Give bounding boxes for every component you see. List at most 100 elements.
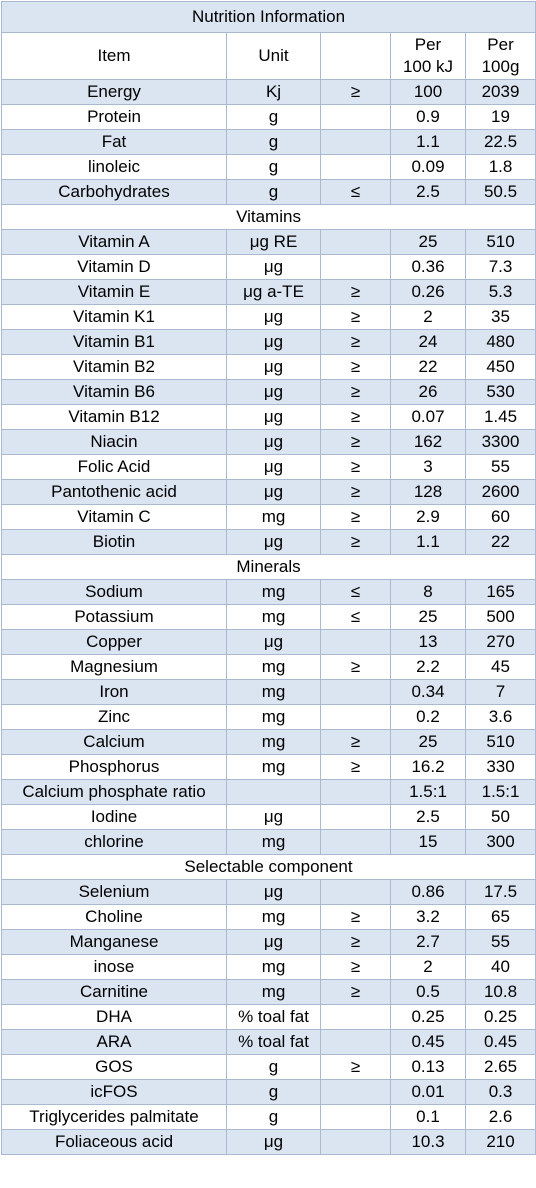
cell-per-100g: 1.8 bbox=[464, 154, 536, 180]
cell-per-100g: 0.3 bbox=[464, 1079, 536, 1105]
cell-per-100kj: 0.01 bbox=[390, 1079, 466, 1105]
cell-operator bbox=[320, 779, 391, 805]
cell-per-100kj: 2.9 bbox=[390, 504, 466, 530]
cell-per-100g: 50 bbox=[464, 804, 536, 830]
cell-unit: μg bbox=[226, 1129, 321, 1155]
cell-item: Zinc bbox=[1, 704, 227, 730]
table-row: Carbohydrates g ≤2.5 50.5 bbox=[1, 179, 536, 205]
table-row: Triglycerides palmitate g 0.1 2.6 bbox=[1, 1104, 536, 1130]
cell-operator bbox=[320, 1129, 391, 1155]
cell-operator bbox=[320, 1004, 391, 1030]
cell-per-100g: 40 bbox=[464, 954, 536, 980]
table-title: Nutrition Information bbox=[0, 1, 536, 33]
cell-per-100g: 500 bbox=[464, 604, 536, 630]
table-row: Manganese μg ≥2.7 55 bbox=[1, 929, 536, 955]
cell-operator bbox=[320, 629, 391, 655]
table-row: Iodine μg 2.5 50 bbox=[1, 804, 536, 830]
cell-unit: mg bbox=[226, 504, 321, 530]
cell-item: Phosphorus bbox=[1, 754, 227, 780]
cell-unit: mg bbox=[226, 729, 321, 755]
cell-per-100kj: 0.25 bbox=[390, 1004, 466, 1030]
table-row: Pantothenic acid μg ≥128 2600 bbox=[1, 479, 536, 505]
cell-per-100kj: 128 bbox=[390, 479, 466, 505]
cell-unit: μg bbox=[226, 529, 321, 555]
section-header-row: Selectable component bbox=[0, 854, 536, 880]
cell-per-100g: 22.5 bbox=[464, 129, 536, 155]
cell-per-100kj: 16.2 bbox=[390, 754, 466, 780]
cell-operator: ≥ bbox=[320, 729, 391, 755]
table-row: Vitamin B2 μg ≥22 450 bbox=[1, 354, 536, 380]
cell-per-100kj: 10.3 bbox=[390, 1129, 466, 1155]
cell-per-100kj: 100 bbox=[390, 79, 466, 105]
table-row: Energy Kj ≥100 2039 bbox=[1, 79, 536, 105]
cell-per-100kj: 0.26 bbox=[390, 279, 466, 305]
header-per-100kj-line1: Per bbox=[414, 35, 442, 54]
cell-item: Triglycerides palmitate bbox=[1, 1104, 227, 1130]
cell-per-100g: 0.45 bbox=[464, 1029, 536, 1055]
cell-per-100kj: 1.5:1 bbox=[390, 779, 466, 805]
cell-operator bbox=[320, 1079, 391, 1105]
table-row: Iron mg 0.34 7 bbox=[1, 679, 536, 705]
cell-per-100g: 0.25 bbox=[464, 1004, 536, 1030]
cell-operator: ≥ bbox=[320, 429, 391, 455]
cell-unit: mg bbox=[226, 604, 321, 630]
cell-per-100kj: 0.45 bbox=[390, 1029, 466, 1055]
section-label: Vitamins bbox=[0, 204, 536, 230]
table-row: chlorine mg 15 300 bbox=[1, 829, 536, 855]
cell-item: Copper bbox=[1, 629, 227, 655]
cell-unit: μg bbox=[226, 479, 321, 505]
cell-unit: μg bbox=[226, 804, 321, 830]
cell-per-100kj: 3 bbox=[390, 454, 466, 480]
cell-unit: μg bbox=[226, 879, 321, 905]
cell-unit: mg bbox=[226, 904, 321, 930]
cell-item: Calcium bbox=[1, 729, 227, 755]
cell-item: icFOS bbox=[1, 1079, 227, 1105]
cell-unit: μg bbox=[226, 429, 321, 455]
cell-per-100kj: 13 bbox=[390, 629, 466, 655]
table-row: Carnitine mg ≥0.5 10.8 bbox=[1, 979, 536, 1005]
cell-per-100g: 7.3 bbox=[464, 254, 536, 280]
cell-per-100kj: 0.34 bbox=[390, 679, 466, 705]
cell-item: linoleic bbox=[1, 154, 227, 180]
cell-per-100g: 5.3 bbox=[464, 279, 536, 305]
section-header-row: Vitamins bbox=[0, 204, 536, 230]
table-title-row: Nutrition Information bbox=[0, 1, 536, 33]
cell-operator: ≥ bbox=[320, 279, 391, 305]
header-per-100kj-line2: 100 kJ bbox=[402, 57, 454, 76]
cell-per-100g: 35 bbox=[464, 304, 536, 330]
cell-operator: ≥ bbox=[320, 1054, 391, 1080]
cell-per-100g: 45 bbox=[464, 654, 536, 680]
cell-per-100kj: 0.07 bbox=[390, 404, 466, 430]
table-row: Magnesium mg ≥2.2 45 bbox=[1, 654, 536, 680]
cell-per-100g: 2039 bbox=[464, 79, 536, 105]
cell-per-100kj: 3.2 bbox=[390, 904, 466, 930]
cell-per-100g: 1.45 bbox=[464, 404, 536, 430]
table-row: Folic Acid μg ≥3 55 bbox=[1, 454, 536, 480]
cell-per-100g: 480 bbox=[464, 329, 536, 355]
cell-unit: g bbox=[226, 1079, 321, 1105]
cell-per-100kj: 2.7 bbox=[390, 929, 466, 955]
cell-per-100kj: 25 bbox=[390, 604, 466, 630]
cell-operator bbox=[320, 704, 391, 730]
cell-per-100g: 17.5 bbox=[464, 879, 536, 905]
cell-per-100g: 210 bbox=[464, 1129, 536, 1155]
cell-per-100kj: 26 bbox=[390, 379, 466, 405]
cell-per-100kj: 162 bbox=[390, 429, 466, 455]
cell-per-100g: 10.8 bbox=[464, 979, 536, 1005]
cell-per-100kj: 24 bbox=[390, 329, 466, 355]
cell-per-100g: 65 bbox=[464, 904, 536, 930]
table-row: Selenium μg 0.86 17.5 bbox=[1, 879, 536, 905]
table-row: ARA% toal fat 0.45 0.45 bbox=[1, 1029, 536, 1055]
cell-per-100g: 165 bbox=[464, 579, 536, 605]
cell-unit: mg bbox=[226, 954, 321, 980]
cell-unit: g bbox=[226, 154, 321, 180]
cell-per-100g: 50.5 bbox=[464, 179, 536, 205]
table-row: Zinc mg 0.2 3.6 bbox=[1, 704, 536, 730]
cell-item: ARA bbox=[1, 1029, 227, 1055]
cell-per-100kj: 0.9 bbox=[390, 104, 466, 130]
table-row: Calcium mg ≥25 510 bbox=[1, 729, 536, 755]
cell-operator: ≥ bbox=[320, 379, 391, 405]
cell-item: Protein bbox=[1, 104, 227, 130]
cell-item: GOS bbox=[1, 1054, 227, 1080]
